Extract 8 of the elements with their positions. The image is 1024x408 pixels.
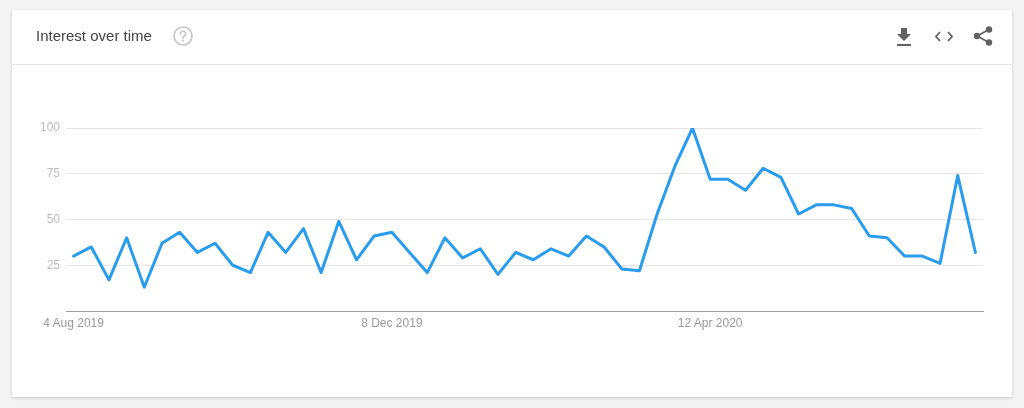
x-tick-label: 8 Dec 2019 (361, 315, 423, 330)
x-tick-label: 12 Apr 2020 (677, 315, 743, 330)
chart-title: Interest over time (36, 27, 152, 45)
x-tick-label: 4 Aug 2019 (43, 315, 105, 330)
y-tick-label: 25 (46, 257, 61, 272)
y-tick-label: 50 (46, 211, 61, 226)
y-tick-label: 75 (46, 166, 61, 181)
y-tick-label: 100 (39, 120, 61, 135)
